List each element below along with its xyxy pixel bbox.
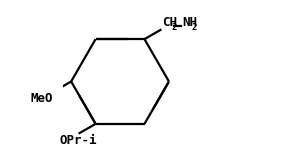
Text: NH: NH bbox=[182, 15, 197, 29]
Text: OPr-i: OPr-i bbox=[59, 134, 97, 148]
Text: CH: CH bbox=[162, 15, 177, 29]
Text: 2: 2 bbox=[191, 23, 197, 32]
Text: MeO: MeO bbox=[31, 92, 53, 105]
Text: 2: 2 bbox=[171, 23, 177, 32]
